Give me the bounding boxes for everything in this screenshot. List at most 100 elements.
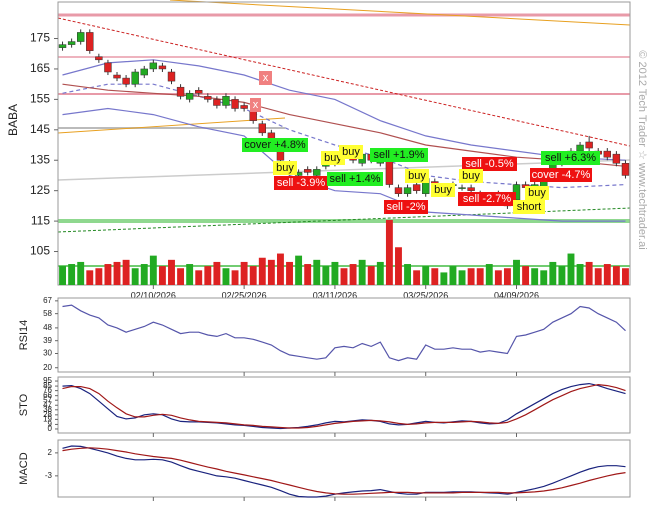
signal-box bbox=[370, 148, 428, 162]
volume-bar bbox=[131, 268, 139, 285]
y-tick-label: 0 bbox=[48, 424, 53, 433]
volume-bar bbox=[104, 264, 112, 285]
signal-label: buy bbox=[276, 162, 294, 174]
signal-box bbox=[405, 169, 429, 183]
volume-bar bbox=[476, 268, 484, 285]
candle-body bbox=[131, 71, 139, 85]
signal-label: buy bbox=[462, 170, 480, 182]
candle-body bbox=[122, 77, 130, 85]
y-tick-label: 155 bbox=[30, 92, 50, 106]
indicator-line bbox=[62, 383, 626, 429]
signal-label: cover +4.8% bbox=[244, 139, 306, 151]
indicator-line bbox=[62, 445, 626, 498]
candle-body bbox=[86, 32, 94, 51]
volume-bar bbox=[286, 261, 293, 285]
x-tick-label: 02/10/2026 bbox=[131, 290, 176, 300]
volume-bar bbox=[331, 261, 339, 285]
signal-box bbox=[384, 200, 428, 214]
y-tick-label: 2 bbox=[48, 448, 53, 457]
volume-bar bbox=[422, 266, 430, 285]
candle-body bbox=[95, 56, 103, 61]
volume-bar bbox=[440, 272, 448, 285]
candle-body bbox=[403, 187, 412, 194]
y-axis-label: BABA bbox=[6, 104, 20, 136]
y-tick-label: 66 bbox=[43, 391, 52, 400]
candle-body bbox=[231, 99, 239, 109]
signal-box bbox=[458, 192, 516, 206]
signal-label: sell -0.5% bbox=[465, 158, 514, 170]
volume-bar bbox=[222, 268, 230, 285]
volume-bar bbox=[494, 270, 502, 285]
watermark: © 2012 Tech Trader ☆ www.techtrader.ai bbox=[636, 50, 648, 249]
signal-box bbox=[274, 176, 328, 190]
volume-bar bbox=[267, 259, 275, 285]
y-tick-label: 19 bbox=[43, 414, 52, 423]
y-tick-label: 58 bbox=[43, 309, 52, 318]
volume-bar bbox=[95, 268, 103, 285]
volume-bar bbox=[68, 264, 76, 285]
y-tick-label: 135 bbox=[30, 152, 50, 166]
y-tick-label: 105 bbox=[30, 244, 50, 258]
volume-bar bbox=[531, 268, 539, 285]
signal-box bbox=[259, 71, 272, 85]
volume-bar bbox=[485, 264, 493, 285]
x-tick-label: 02/25/2026 bbox=[222, 290, 267, 300]
volume-bar bbox=[558, 266, 566, 285]
candle-body bbox=[385, 159, 394, 185]
signal-box bbox=[525, 186, 549, 200]
volume-bar bbox=[177, 268, 185, 285]
signal-box bbox=[462, 157, 517, 171]
volume-bar bbox=[413, 270, 421, 285]
volume-bar bbox=[503, 268, 511, 285]
candle-body bbox=[185, 93, 194, 100]
signal-box bbox=[327, 172, 383, 186]
y-tick-label: 115 bbox=[31, 213, 50, 227]
candle-body bbox=[258, 123, 266, 134]
signal-label: x bbox=[253, 99, 259, 111]
candle-body bbox=[158, 65, 167, 70]
x-tick-label: 03/11/2026 bbox=[313, 290, 357, 300]
volume-bar bbox=[431, 268, 439, 285]
candle-body bbox=[76, 32, 85, 42]
volume-bar bbox=[59, 266, 66, 285]
volume-bar bbox=[304, 264, 312, 285]
signal-box bbox=[242, 138, 308, 152]
y-tick-label: 57 bbox=[43, 395, 52, 404]
signal-label: buy bbox=[342, 146, 360, 158]
panel-label: RSI14 bbox=[18, 320, 30, 351]
panel-frame bbox=[57, 439, 631, 498]
candle-body bbox=[394, 187, 403, 194]
volume-bar bbox=[86, 270, 94, 285]
signal-label: short bbox=[517, 201, 541, 213]
volume-bar bbox=[467, 268, 475, 285]
y-tick-label: 145 bbox=[30, 122, 50, 136]
y-tick-label: 165 bbox=[30, 61, 50, 75]
candle-body bbox=[621, 163, 630, 176]
candle-body bbox=[104, 62, 112, 73]
signal-box bbox=[459, 169, 483, 183]
signal-box bbox=[250, 98, 261, 112]
signal-label: sell +6.3% bbox=[545, 152, 596, 164]
volume-bar bbox=[195, 270, 203, 285]
volume-bar bbox=[385, 220, 393, 285]
volume-bar bbox=[204, 266, 212, 285]
volume-bar bbox=[395, 247, 402, 285]
volume-bar bbox=[77, 261, 85, 285]
candle-body bbox=[167, 71, 176, 82]
volume-bar bbox=[594, 268, 602, 285]
signal-box bbox=[431, 183, 455, 197]
overlay-line bbox=[62, 107, 626, 222]
volume-bar bbox=[113, 261, 121, 285]
candle-body bbox=[303, 169, 312, 173]
volume-bar bbox=[158, 266, 166, 285]
volume-bar bbox=[458, 270, 466, 285]
candle-body bbox=[603, 150, 612, 158]
y-tick-label: 76 bbox=[43, 386, 52, 395]
trend-line bbox=[57, 17, 631, 147]
candle-body bbox=[313, 169, 321, 176]
y-tick-label: 39 bbox=[43, 336, 52, 345]
candle-body bbox=[467, 187, 475, 191]
volume-bar bbox=[522, 266, 530, 285]
signal-label: x bbox=[263, 72, 269, 84]
